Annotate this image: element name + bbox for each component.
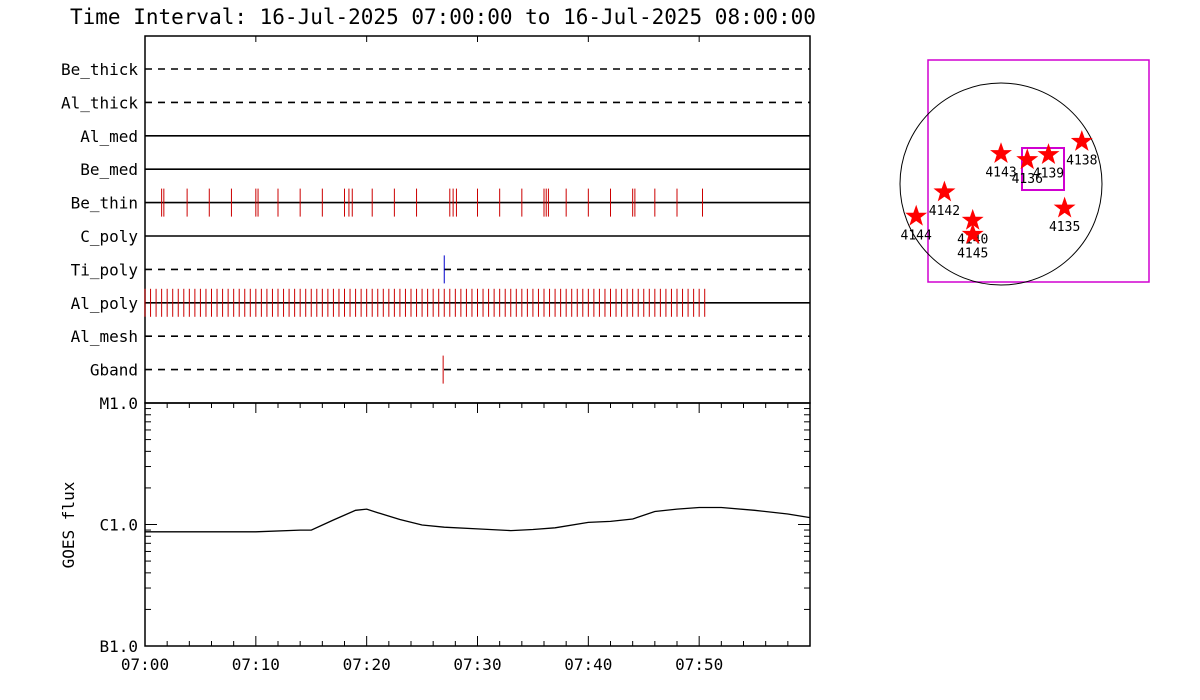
x-tick-label: 07:40 xyxy=(564,655,612,674)
active-region-star xyxy=(1053,196,1076,218)
active-region-label: 4138 xyxy=(1066,154,1097,169)
channel-label: Al_poly xyxy=(71,294,139,313)
channel-label: Ti_poly xyxy=(71,260,139,279)
raster-frame xyxy=(144,35,811,404)
active-region-star xyxy=(961,222,984,244)
y-tick-label: B1.0 xyxy=(99,637,138,656)
active-region-star xyxy=(1037,143,1060,165)
active-region-label: 4144 xyxy=(901,228,932,243)
channel-label: Be_thin xyxy=(71,194,138,213)
active-region-star xyxy=(905,204,928,226)
channel-label: Al_thick xyxy=(61,93,138,112)
active-region-label: 4139 xyxy=(1033,167,1064,182)
field-of-view-box xyxy=(927,59,1150,283)
goes-flux-plot: M1.0 C1.0 B1.0 GOES flux 07:00 07:10 07:20 07:3… xyxy=(59,394,811,674)
active-region-label: 4142 xyxy=(929,204,960,219)
x-tick-label: 07:20 xyxy=(343,655,391,674)
goes-flux-line xyxy=(145,506,811,533)
active-region-label: 4143 xyxy=(985,166,1016,181)
y-axis-label: GOES flux xyxy=(59,481,78,568)
solar-limb xyxy=(899,82,1103,286)
channel-label: Al_med xyxy=(80,127,138,146)
active-region-label: 4135 xyxy=(1049,220,1080,235)
x-tick-label: 07:10 xyxy=(232,655,280,674)
channel-label: Be_thick xyxy=(61,60,138,79)
active-region-label: 4140 xyxy=(957,232,988,247)
active-region-label: 4145 xyxy=(957,247,988,262)
channel-label: Gband xyxy=(90,361,138,380)
y-tick-label: M1.0 xyxy=(99,394,138,413)
target-box xyxy=(1021,147,1065,191)
active-region-label: 4136 xyxy=(1012,172,1043,187)
channel-label: C_poly xyxy=(80,227,138,246)
active-region-star xyxy=(933,180,956,202)
channel-label: Be_med xyxy=(80,160,138,179)
active-region-star xyxy=(1016,148,1039,170)
x-tick-label: 07:50 xyxy=(675,655,723,674)
filter-event-raster: Be_thick Al_thick Al_med Be_med Be_thin C_pol… xyxy=(61,35,811,404)
flux-frame xyxy=(144,402,811,647)
x-tick-label: 07:00 xyxy=(121,655,169,674)
active-region-star xyxy=(1070,130,1093,151)
chart-title: Time Interval: 16-Jul-2025 07:00:00 to 1… xyxy=(70,5,816,29)
x-tick-label: 07:30 xyxy=(453,655,501,674)
channel-label: Al_mesh xyxy=(71,327,138,346)
active-region-star xyxy=(990,142,1012,164)
y-tick-label: C1.0 xyxy=(99,516,138,535)
